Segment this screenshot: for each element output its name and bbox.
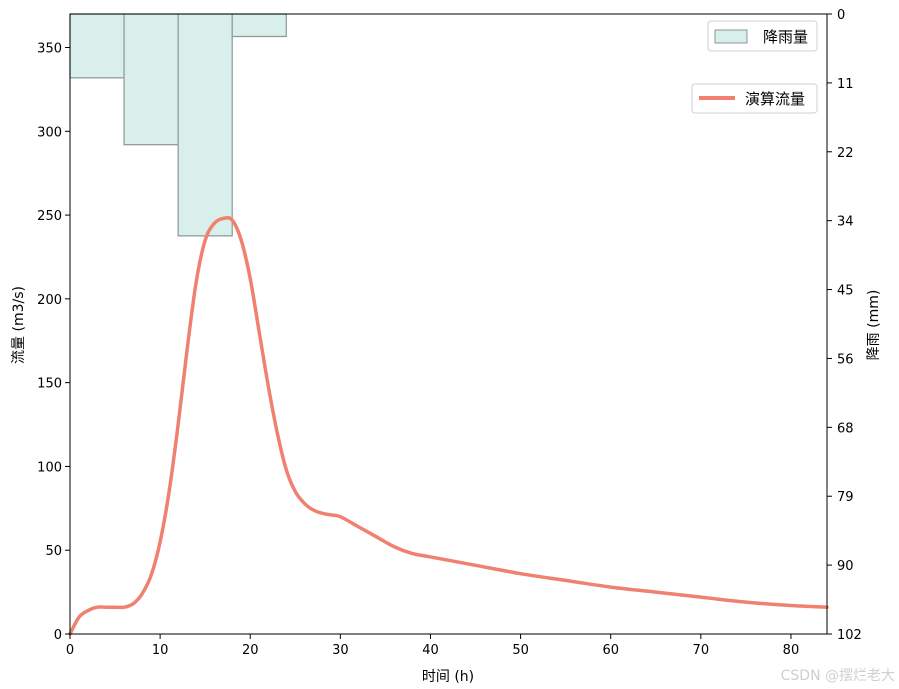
- y-left-tick-label: 300: [37, 125, 62, 140]
- y-left-tick-label: 350: [37, 42, 62, 57]
- x-tick-label: 0: [66, 643, 74, 658]
- x-axis-title: 时间 (h): [422, 669, 474, 685]
- y-left-axis-title: 流量 (m3/s): [11, 286, 27, 364]
- rainfall-bar: [177, 13, 233, 237]
- y-right-axis-title: 降雨 (mm): [866, 290, 882, 361]
- y-right-tick-label: 11: [837, 77, 854, 92]
- watermark: CSDN @摆烂老大: [781, 668, 895, 684]
- rainfall-bar: [69, 13, 125, 79]
- x-tick-label: 30: [332, 643, 349, 658]
- y-left-tick-label: 100: [37, 460, 62, 475]
- rainfall-bar: [231, 13, 287, 38]
- legend-rainfall: 降雨量: [707, 20, 818, 52]
- rainfall-bars: [69, 13, 287, 237]
- x-tick-label: 10: [152, 643, 169, 658]
- x-tick-label: 70: [693, 643, 710, 658]
- x-axis-ticks: 0 10 20 30 40 50 60 70 80: [66, 634, 799, 658]
- legend-rainfall-label: 降雨量: [763, 28, 808, 46]
- y-right-tick-label: 0: [837, 8, 845, 23]
- x-tick-label: 20: [242, 643, 259, 658]
- y-left-tick-label: 250: [37, 209, 62, 224]
- y-right-tick-label: 45: [837, 284, 854, 299]
- y-right-tick-label: 34: [837, 215, 854, 230]
- y-right-tick-label: 79: [837, 490, 854, 505]
- y-right-tick-label: 90: [837, 559, 854, 574]
- x-tick-label: 60: [602, 643, 619, 658]
- y-left-axis-ticks: 0 50 100 150 200 250 300 350: [37, 42, 70, 643]
- legend-flow: 演算流量: [691, 83, 818, 114]
- x-tick-label: 40: [422, 643, 439, 658]
- legend-rainfall-swatch: [714, 29, 748, 44]
- y-right-axis-ticks: 0 11 22 34 45 56 68 79 90 102: [827, 8, 862, 643]
- y-left-tick-label: 0: [54, 628, 62, 643]
- y-left-tick-label: 150: [37, 377, 62, 392]
- legend-flow-frame: [691, 83, 818, 114]
- y-right-tick-label: 22: [837, 146, 854, 161]
- plot-area-frame: [69, 13, 828, 635]
- y-right-tick-label: 56: [837, 352, 854, 367]
- x-tick-label: 50: [512, 643, 529, 658]
- y-right-tick-label: 68: [837, 421, 854, 436]
- y-left-tick-label: 200: [37, 293, 62, 308]
- y-right-tick-label: 102: [837, 628, 862, 643]
- rainfall-bar: [123, 13, 179, 146]
- legend-flow-label: 演算流量: [745, 90, 805, 108]
- x-tick-label: 80: [783, 643, 800, 658]
- flow-line: [68, 215, 829, 636]
- y-left-tick-label: 50: [45, 544, 62, 559]
